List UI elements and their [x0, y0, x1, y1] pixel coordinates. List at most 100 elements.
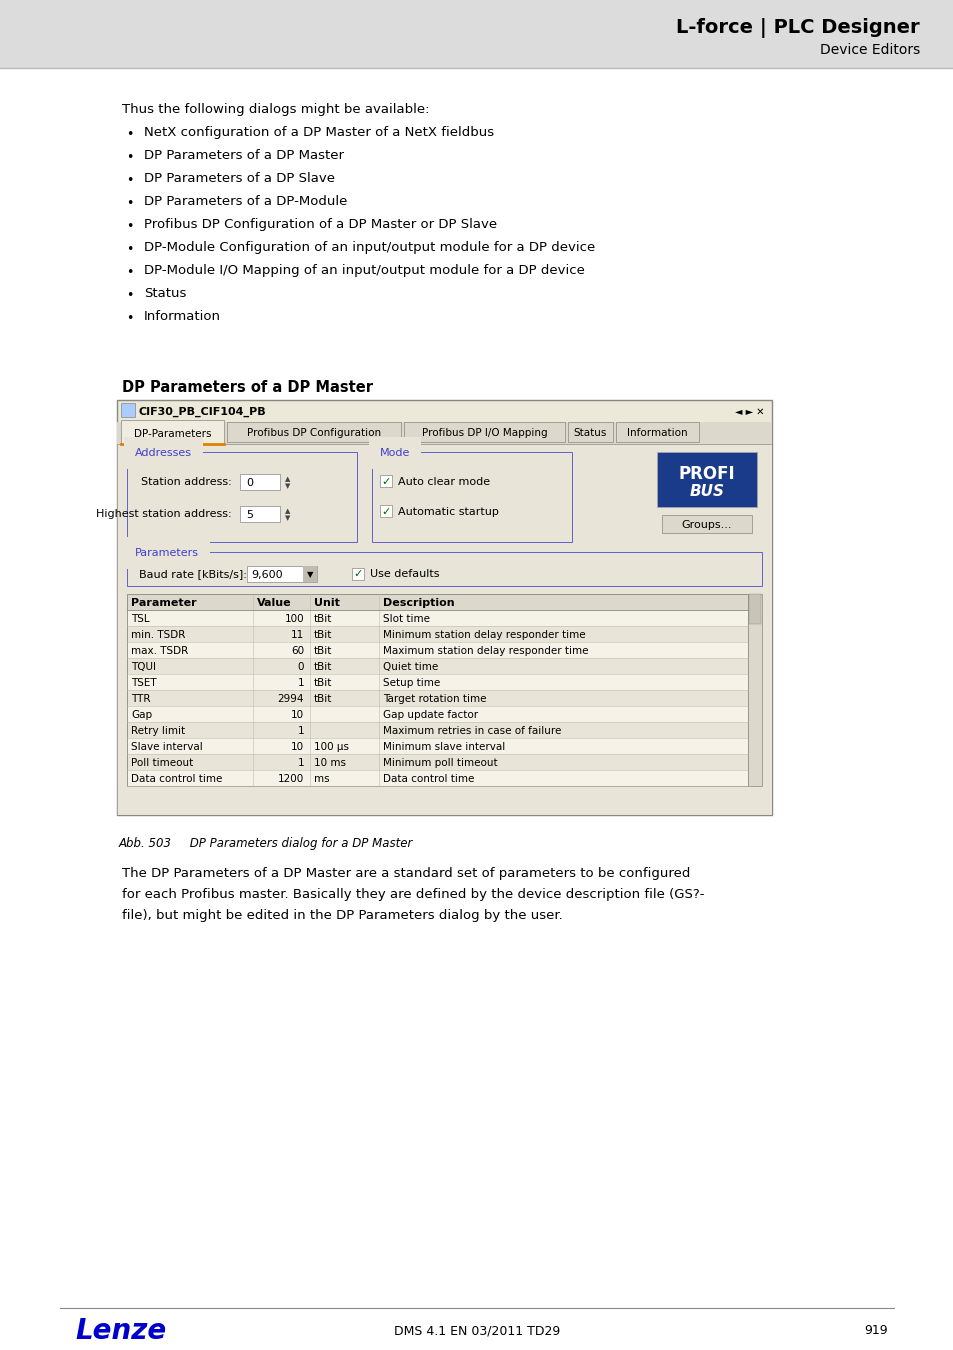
Text: Highest station address:: Highest station address:	[96, 509, 232, 518]
Bar	[127, 643, 747, 657]
Bar	[240, 506, 280, 522]
Text: Minimum slave interval: Minimum slave interval	[382, 743, 505, 752]
Text: •: •	[126, 151, 133, 163]
Text: tBit: tBit	[314, 614, 332, 624]
Text: tBit: tBit	[314, 678, 332, 688]
Text: ✓: ✓	[381, 508, 391, 517]
Text: tBit: tBit	[314, 647, 332, 656]
Text: Gap update factor: Gap update factor	[382, 710, 477, 720]
Text: DMS 4.1 EN 03/2011 TD29: DMS 4.1 EN 03/2011 TD29	[394, 1324, 559, 1338]
Bar	[379, 505, 392, 517]
Bar	[127, 552, 761, 586]
Text: Auto clear mode: Auto clear mode	[397, 477, 490, 487]
Text: Data control time: Data control time	[382, 774, 474, 784]
Text: max. TSDR: max. TSDR	[131, 647, 188, 656]
Text: min. TSDR: min. TSDR	[131, 630, 185, 640]
Text: ▲
▼: ▲ ▼	[285, 509, 291, 521]
Bar	[127, 755, 747, 770]
Text: TTR: TTR	[131, 694, 151, 703]
Text: Description: Description	[382, 598, 455, 608]
Text: Data control time: Data control time	[131, 774, 222, 784]
Text: Use defaults: Use defaults	[370, 568, 439, 579]
Text: 2994: 2994	[277, 694, 304, 703]
Text: Setup time: Setup time	[382, 678, 439, 688]
Text: 100 μs: 100 μs	[314, 743, 349, 752]
Text: DP Parameters of a DP Slave: DP Parameters of a DP Slave	[144, 171, 335, 185]
Text: Lenze: Lenze	[75, 1318, 166, 1345]
Bar	[372, 452, 572, 541]
Text: ◄ ► ✕: ◄ ► ✕	[734, 406, 763, 417]
Bar	[379, 475, 392, 487]
Text: TSET: TSET	[131, 678, 156, 688]
Text: TQUI: TQUI	[131, 662, 156, 672]
Text: DP-Module Configuration of an input/output module for a DP device: DP-Module Configuration of an input/outp…	[144, 242, 595, 254]
Text: 11: 11	[291, 630, 304, 640]
Text: •: •	[126, 220, 133, 234]
Text: 0: 0	[297, 662, 304, 672]
Text: Unit: Unit	[314, 598, 339, 608]
Text: Slave interval: Slave interval	[131, 743, 203, 752]
Text: Gap: Gap	[131, 710, 152, 720]
Bar	[117, 400, 771, 815]
Text: BUS: BUS	[689, 485, 723, 500]
Text: •: •	[126, 289, 133, 302]
Bar	[127, 626, 747, 643]
Text: Mode: Mode	[379, 448, 410, 458]
Text: tBit: tBit	[314, 630, 332, 640]
Text: Groups...: Groups...	[681, 520, 732, 531]
Text: The DP Parameters of a DP Master are a standard set of parameters to be configur: The DP Parameters of a DP Master are a s…	[122, 867, 690, 880]
Bar	[127, 738, 747, 755]
Text: Value: Value	[256, 598, 292, 608]
Text: NetX configuration of a DP Master of a NetX fieldbus: NetX configuration of a DP Master of a N…	[144, 126, 494, 139]
Text: Device Editors: Device Editors	[819, 43, 919, 57]
Text: 1: 1	[297, 726, 304, 736]
Text: Profibus DP Configuration: Profibus DP Configuration	[247, 428, 380, 437]
Text: 1: 1	[297, 757, 304, 768]
Bar	[127, 610, 747, 626]
Text: Station address:: Station address:	[141, 477, 232, 487]
Bar	[748, 594, 760, 624]
Bar	[127, 769, 747, 786]
Text: ✓: ✓	[353, 568, 362, 579]
Bar	[117, 400, 771, 423]
Text: Status: Status	[573, 428, 606, 437]
Bar	[661, 514, 751, 533]
Text: 0: 0	[246, 478, 253, 487]
Text: DP Parameters of a DP Master: DP Parameters of a DP Master	[122, 379, 373, 396]
Text: Profibus DP Configuration of a DP Master or DP Slave: Profibus DP Configuration of a DP Master…	[144, 217, 497, 231]
Bar	[121, 404, 135, 417]
Text: 60: 60	[291, 647, 304, 656]
Text: tBit: tBit	[314, 662, 332, 672]
Text: Slot time: Slot time	[382, 614, 430, 624]
Text: 1200: 1200	[277, 774, 304, 784]
Text: Retry limit: Retry limit	[131, 726, 185, 736]
Text: Automatic startup: Automatic startup	[397, 508, 498, 517]
Bar	[303, 566, 316, 582]
Bar	[747, 594, 761, 786]
Bar	[0, 0, 953, 68]
Text: Minimum station delay responder time: Minimum station delay responder time	[382, 630, 585, 640]
Bar	[567, 423, 613, 441]
Bar	[117, 423, 771, 444]
Text: Minimum poll timeout: Minimum poll timeout	[382, 757, 497, 768]
Text: ✓: ✓	[381, 477, 391, 487]
Text: 100: 100	[284, 614, 304, 624]
Text: 9,600: 9,600	[251, 570, 282, 580]
Text: PROFI: PROFI	[678, 464, 735, 483]
Text: Thus the following dialogs might be available:: Thus the following dialogs might be avai…	[122, 103, 429, 116]
Text: Abb. 503     DP Parameters dialog for a DP Master: Abb. 503 DP Parameters dialog for a DP M…	[119, 837, 413, 850]
Text: •: •	[126, 174, 133, 188]
Text: DP Parameters of a DP Master: DP Parameters of a DP Master	[144, 148, 344, 162]
Text: 5: 5	[246, 510, 253, 520]
Text: Quiet time: Quiet time	[382, 662, 437, 672]
Bar	[117, 444, 771, 815]
Text: TSL: TSL	[131, 614, 150, 624]
Text: ms: ms	[314, 774, 330, 784]
Text: 1: 1	[297, 678, 304, 688]
Text: CIF30_PB_CIF104_PB: CIF30_PB_CIF104_PB	[139, 406, 266, 417]
Text: ▲
▼: ▲ ▼	[285, 477, 291, 490]
Text: Status: Status	[144, 288, 186, 300]
Bar	[657, 452, 757, 508]
Bar	[127, 690, 747, 706]
Bar	[403, 423, 564, 441]
